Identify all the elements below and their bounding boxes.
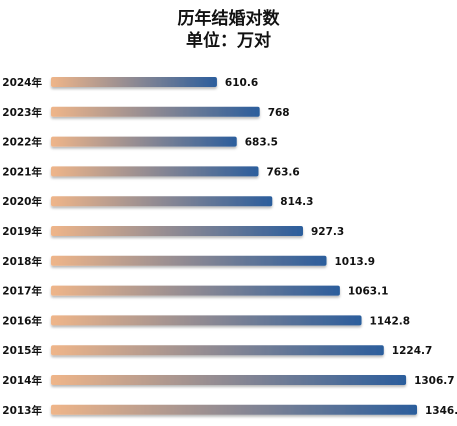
category-label: 2024年 <box>2 76 42 89</box>
bar <box>51 77 217 87</box>
value-label: 683.5 <box>245 137 278 149</box>
value-label: 1224.7 <box>392 345 433 357</box>
value-label: 1063.1 <box>348 286 389 298</box>
category-label: 2016年 <box>2 314 42 327</box>
chart-subtitle: 单位：万对 <box>186 31 271 51</box>
bar <box>51 345 384 356</box>
bar <box>51 404 417 415</box>
value-label: 814.3 <box>280 196 313 208</box>
category-label: 2023年 <box>2 106 42 119</box>
value-label: 927.3 <box>311 226 344 238</box>
bar <box>51 285 340 296</box>
category-label: 2013年 <box>2 404 42 417</box>
category-label: 2021年 <box>2 165 42 178</box>
bar <box>51 136 237 147</box>
category-label: 2019年 <box>2 225 42 238</box>
value-label: 763.6 <box>266 166 299 178</box>
bar <box>51 255 327 266</box>
value-label: 768 <box>268 107 290 119</box>
bar <box>51 375 407 385</box>
category-label: 2017年 <box>2 285 42 298</box>
bar <box>51 196 273 207</box>
bar <box>51 106 260 117</box>
value-label: 1346.9 <box>425 405 457 417</box>
category-label: 2020年 <box>2 195 42 208</box>
bar <box>51 226 303 236</box>
chart-title: 历年结婚对数 <box>177 9 280 29</box>
value-label: 1142.8 <box>370 315 411 327</box>
category-label: 2014年 <box>2 374 42 387</box>
value-label: 1306.7 <box>414 375 455 387</box>
value-label: 1013.9 <box>335 256 376 268</box>
value-label: 610.6 <box>225 77 258 89</box>
bar <box>51 166 259 177</box>
bar <box>51 315 362 326</box>
category-label: 2015年 <box>2 344 42 357</box>
category-label: 2018年 <box>2 255 42 268</box>
category-label: 2022年 <box>2 136 42 149</box>
